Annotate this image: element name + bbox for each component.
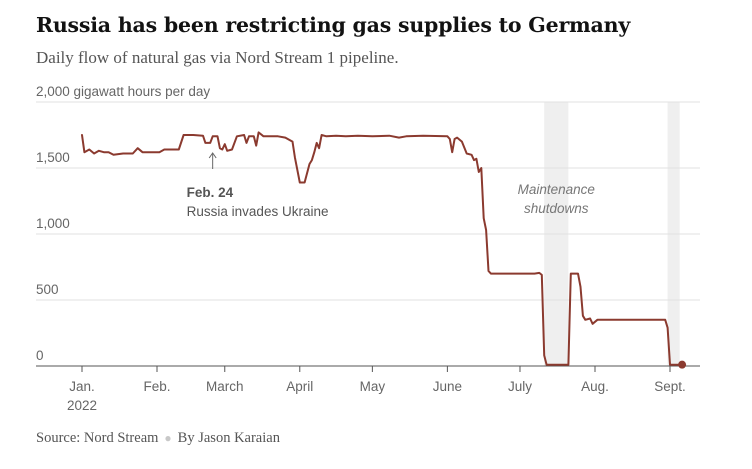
x-tick-label: July (508, 379, 532, 394)
x-tick-label: Aug. (581, 379, 609, 394)
source-credit: Source: Nord Stream (36, 430, 159, 446)
y-tick-label: 1,500 (36, 150, 70, 165)
x-tick-label: June (433, 379, 462, 394)
annotation-date: Feb. 24 (187, 185, 234, 200)
x-tick-label: April (286, 379, 313, 394)
annotation-arrow-head (208, 152, 217, 159)
gridlines: 0 500 1,000 1,500 2,000 gigawatt hours per d… (36, 84, 700, 367)
annotation-maintenance-2: shutdowns (524, 201, 589, 216)
series (81, 131, 687, 369)
annotation-maintenance: Maintenance (518, 182, 595, 197)
x-tick-label: May (360, 379, 386, 394)
annotations: Feb. 24 Russia invades Ukraine Maintenance… (187, 152, 595, 219)
x-tick-label: March (206, 379, 244, 394)
y-tick-label: 2,000 gigawatt hours per day (36, 84, 210, 99)
x-tick-sublabel: 2022 (67, 398, 97, 413)
chart-title: Russia has been restricting gas supplies… (36, 13, 631, 37)
x-tick-label: Feb. (144, 379, 171, 394)
x-tick-label: Sept. (654, 379, 686, 394)
end-point-marker (678, 360, 687, 369)
y-tick-label: 0 (36, 348, 44, 363)
chart-subtitle: Daily flow of natural gas via Nord Strea… (36, 48, 399, 67)
byline: By Jason Karaian (177, 430, 280, 446)
y-tick-label: 500 (36, 282, 59, 297)
x-axis: Jan. 2022 Feb. March April May June July Aug. Sep… (67, 366, 686, 413)
footer: Source: Nord Stream ● By Jason Karaian (36, 430, 280, 447)
line-chart: 0 500 1,000 1,500 2,000 gigawatt hours per d… (36, 84, 700, 413)
gas-flow-line (81, 131, 684, 366)
x-tick-label: Jan. (69, 379, 95, 394)
annotation-label: Russia invades Ukraine (187, 204, 329, 219)
y-tick-label: 1,000 (36, 216, 70, 231)
separator-dot: ● (164, 431, 172, 445)
